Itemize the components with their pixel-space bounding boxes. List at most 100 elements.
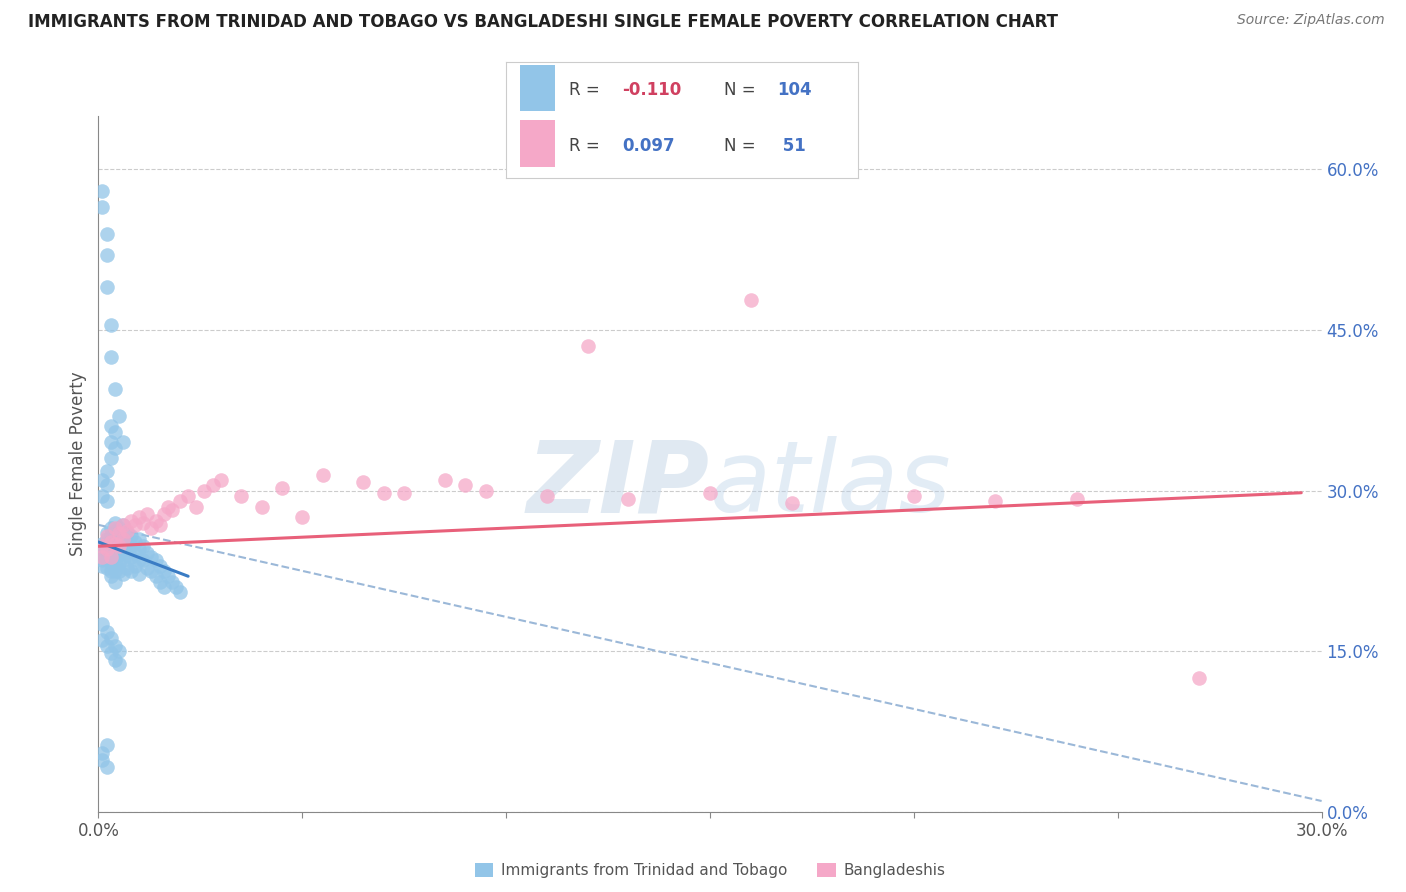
Point	[96, 553, 118, 567]
Point	[100, 535, 122, 549]
Point	[91, 549, 114, 564]
Point	[124, 546, 146, 560]
Point	[111, 553, 134, 567]
Point	[111, 532, 134, 546]
Point	[108, 532, 131, 546]
Text: N =: N =	[724, 81, 761, 99]
Point	[111, 435, 134, 450]
Point	[149, 517, 172, 532]
Point	[108, 526, 131, 541]
Point	[145, 514, 167, 528]
Point	[149, 558, 172, 573]
Text: R =: R =	[569, 81, 606, 99]
Point	[100, 542, 122, 557]
Point	[160, 503, 183, 517]
Point	[186, 500, 208, 514]
Point	[1188, 671, 1211, 685]
Point	[132, 553, 155, 567]
Point	[96, 639, 118, 653]
Point	[1066, 492, 1088, 507]
Point	[780, 496, 803, 510]
Point	[100, 549, 122, 564]
Point	[91, 746, 114, 760]
Point	[152, 564, 174, 578]
Point	[152, 507, 174, 521]
Point	[270, 482, 294, 496]
Point	[291, 510, 314, 524]
Point	[100, 549, 122, 564]
Point	[104, 653, 127, 667]
Text: Source: ZipAtlas.com: Source: ZipAtlas.com	[1237, 13, 1385, 28]
Point	[169, 494, 191, 508]
Point	[100, 646, 122, 660]
Point	[104, 557, 127, 571]
Bar	[520, 120, 555, 167]
Point	[145, 569, 167, 583]
Point	[231, 489, 253, 503]
Text: 0.097: 0.097	[621, 137, 675, 155]
Y-axis label: Single Female Poverty: Single Female Poverty	[69, 372, 87, 556]
Point	[100, 419, 122, 434]
Point	[91, 617, 114, 632]
Point	[96, 624, 118, 639]
Point	[91, 539, 114, 553]
Legend: Immigrants from Trinidad and Tobago, Bangladeshis: Immigrants from Trinidad and Tobago, Ban…	[468, 857, 952, 884]
Point	[104, 425, 127, 439]
Text: -0.110: -0.110	[621, 81, 682, 99]
Point	[100, 435, 122, 450]
Point	[108, 539, 131, 553]
Point	[903, 489, 925, 503]
Point	[209, 473, 232, 487]
Point	[536, 489, 558, 503]
Point	[91, 473, 114, 487]
Point	[434, 473, 457, 487]
Point	[124, 558, 146, 573]
Point	[160, 574, 183, 589]
Point	[96, 760, 118, 774]
Point	[115, 537, 138, 551]
Text: R =: R =	[569, 137, 606, 155]
Point	[96, 542, 118, 557]
Point	[177, 489, 200, 503]
Point	[91, 184, 114, 198]
Point	[141, 564, 163, 578]
Point	[108, 657, 131, 671]
Point	[104, 524, 127, 539]
Text: 104: 104	[778, 81, 811, 99]
Text: IMMIGRANTS FROM TRINIDAD AND TOBAGO VS BANGLADESHI SINGLE FEMALE POVERTY CORRELA: IMMIGRANTS FROM TRINIDAD AND TOBAGO VS B…	[28, 13, 1059, 31]
Point	[165, 580, 187, 594]
Point	[104, 516, 127, 530]
Point	[115, 526, 138, 541]
Point	[96, 227, 118, 241]
Point	[120, 564, 142, 578]
Point	[156, 500, 179, 514]
Point	[104, 639, 127, 653]
Point	[91, 633, 114, 648]
Point	[120, 514, 142, 528]
Point	[100, 569, 122, 583]
Point	[128, 532, 150, 546]
Text: 51: 51	[778, 137, 806, 155]
Point	[111, 517, 134, 532]
Point	[108, 539, 131, 553]
Point	[104, 539, 127, 553]
Point	[392, 485, 416, 500]
Point	[96, 548, 118, 562]
Text: N =: N =	[724, 137, 761, 155]
Point	[141, 521, 163, 535]
Point	[108, 409, 131, 423]
Point	[474, 483, 498, 498]
Point	[100, 451, 122, 466]
Point	[454, 478, 477, 492]
Point	[91, 489, 114, 503]
Point	[96, 248, 118, 262]
Point	[104, 441, 127, 455]
Point	[136, 507, 159, 521]
Point	[91, 200, 114, 214]
Point	[96, 528, 118, 542]
Point	[145, 553, 167, 567]
Point	[100, 528, 122, 542]
Point	[96, 280, 118, 294]
Point	[136, 546, 159, 560]
Point	[96, 526, 118, 541]
